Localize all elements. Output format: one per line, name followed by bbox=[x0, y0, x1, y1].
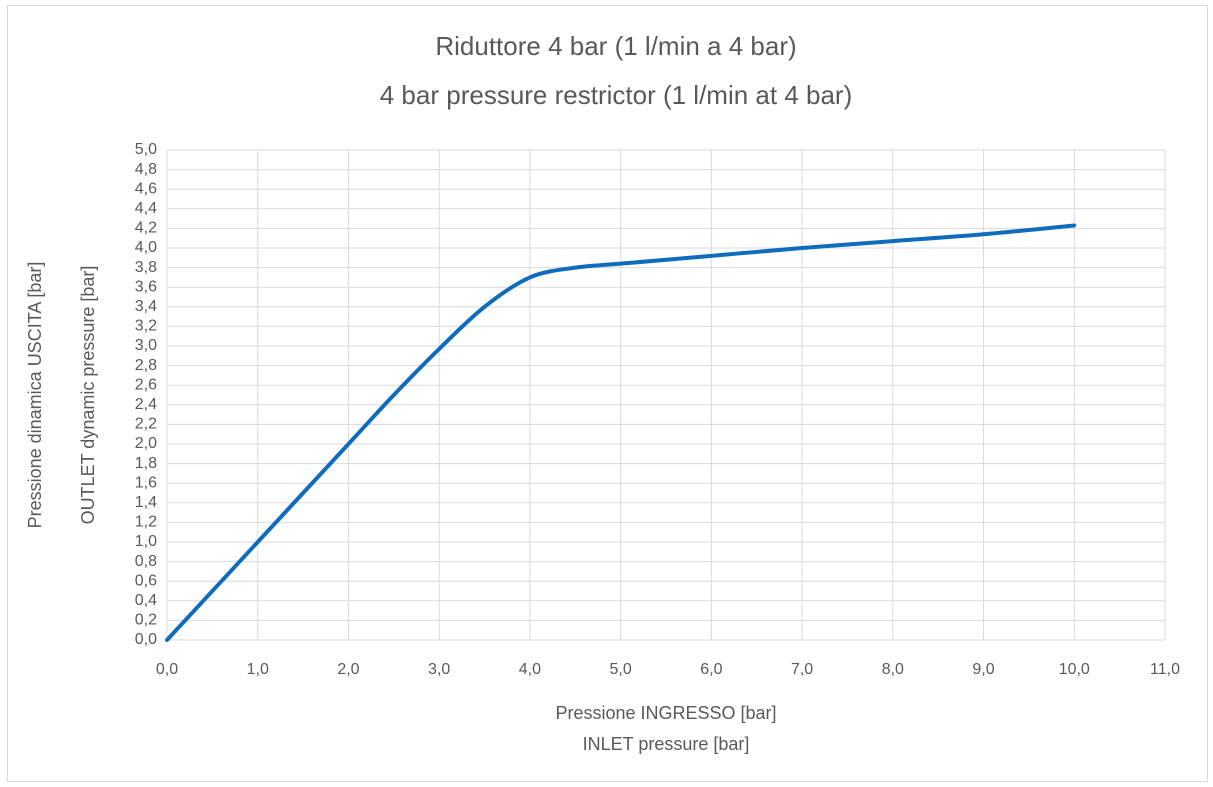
y-tick-label: 4,4 bbox=[135, 200, 157, 217]
x-axis-label: INLET pressure [bar] bbox=[583, 734, 750, 754]
y-tick-label: 0,8 bbox=[135, 553, 157, 570]
x-tick-label: 8,0 bbox=[882, 661, 904, 678]
y-tick-label: 1,0 bbox=[135, 533, 157, 550]
x-tick-label: 0,0 bbox=[156, 661, 178, 678]
y-tick-label: 1,4 bbox=[135, 494, 157, 511]
y-tick-label: 1,6 bbox=[135, 474, 157, 491]
x-tick-label: 7,0 bbox=[791, 661, 813, 678]
y-tick-label: 5,0 bbox=[135, 141, 157, 158]
y-axis-label: OUTLET dynamic pressure [bar] bbox=[78, 266, 98, 525]
y-tick-label: 0,4 bbox=[135, 592, 157, 609]
y-tick-label: 1,2 bbox=[135, 514, 157, 531]
x-tick-label: 2,0 bbox=[337, 661, 359, 678]
chart-title: Riduttore 4 bar (1 l/min a 4 bar) bbox=[435, 31, 796, 61]
y-tick-label: 3,0 bbox=[135, 337, 157, 354]
y-tick-label: 4,6 bbox=[135, 180, 157, 197]
chart-frame bbox=[7, 5, 1208, 782]
y-tick-label: 4,2 bbox=[135, 220, 157, 237]
y-tick-label: 2,0 bbox=[135, 435, 157, 452]
y-tick-label: 4,8 bbox=[135, 161, 157, 178]
x-tick-label: 4,0 bbox=[519, 661, 541, 678]
y-tick-label: 3,2 bbox=[135, 318, 157, 335]
x-tick-label: 11,0 bbox=[1150, 661, 1180, 678]
y-tick-label: 2,8 bbox=[135, 357, 157, 374]
x-tick-label: 6,0 bbox=[700, 661, 722, 678]
x-axis-label: Pressione INGRESSO [bar] bbox=[555, 703, 776, 723]
y-tick-label: 2,6 bbox=[135, 376, 157, 393]
x-tick-label: 1,0 bbox=[247, 661, 269, 678]
x-tick-label: 5,0 bbox=[610, 661, 632, 678]
y-tick-label: 0,6 bbox=[135, 572, 157, 589]
y-tick-label: 0,2 bbox=[135, 612, 157, 629]
y-tick-label: 0,0 bbox=[135, 631, 157, 648]
y-tick-label: 4,0 bbox=[135, 239, 157, 256]
y-tick-label: 1,8 bbox=[135, 455, 157, 472]
y-tick-label: 2,4 bbox=[135, 396, 157, 413]
y-tick-label: 3,6 bbox=[135, 278, 157, 295]
y-tick-label: 3,4 bbox=[135, 298, 157, 315]
x-tick-label: 9,0 bbox=[972, 661, 994, 678]
y-tick-label: 3,8 bbox=[135, 259, 157, 276]
x-tick-label: 3,0 bbox=[428, 661, 450, 678]
data-line bbox=[165, 223, 1077, 642]
chart-subtitle: 4 bar pressure restrictor (1 l/min at 4 … bbox=[380, 80, 853, 110]
y-axis-label: Pressione dinamica USCITA [bar] bbox=[25, 262, 45, 529]
y-tick-label: 2,2 bbox=[135, 416, 157, 433]
x-tick-label: 10,0 bbox=[1059, 661, 1090, 678]
